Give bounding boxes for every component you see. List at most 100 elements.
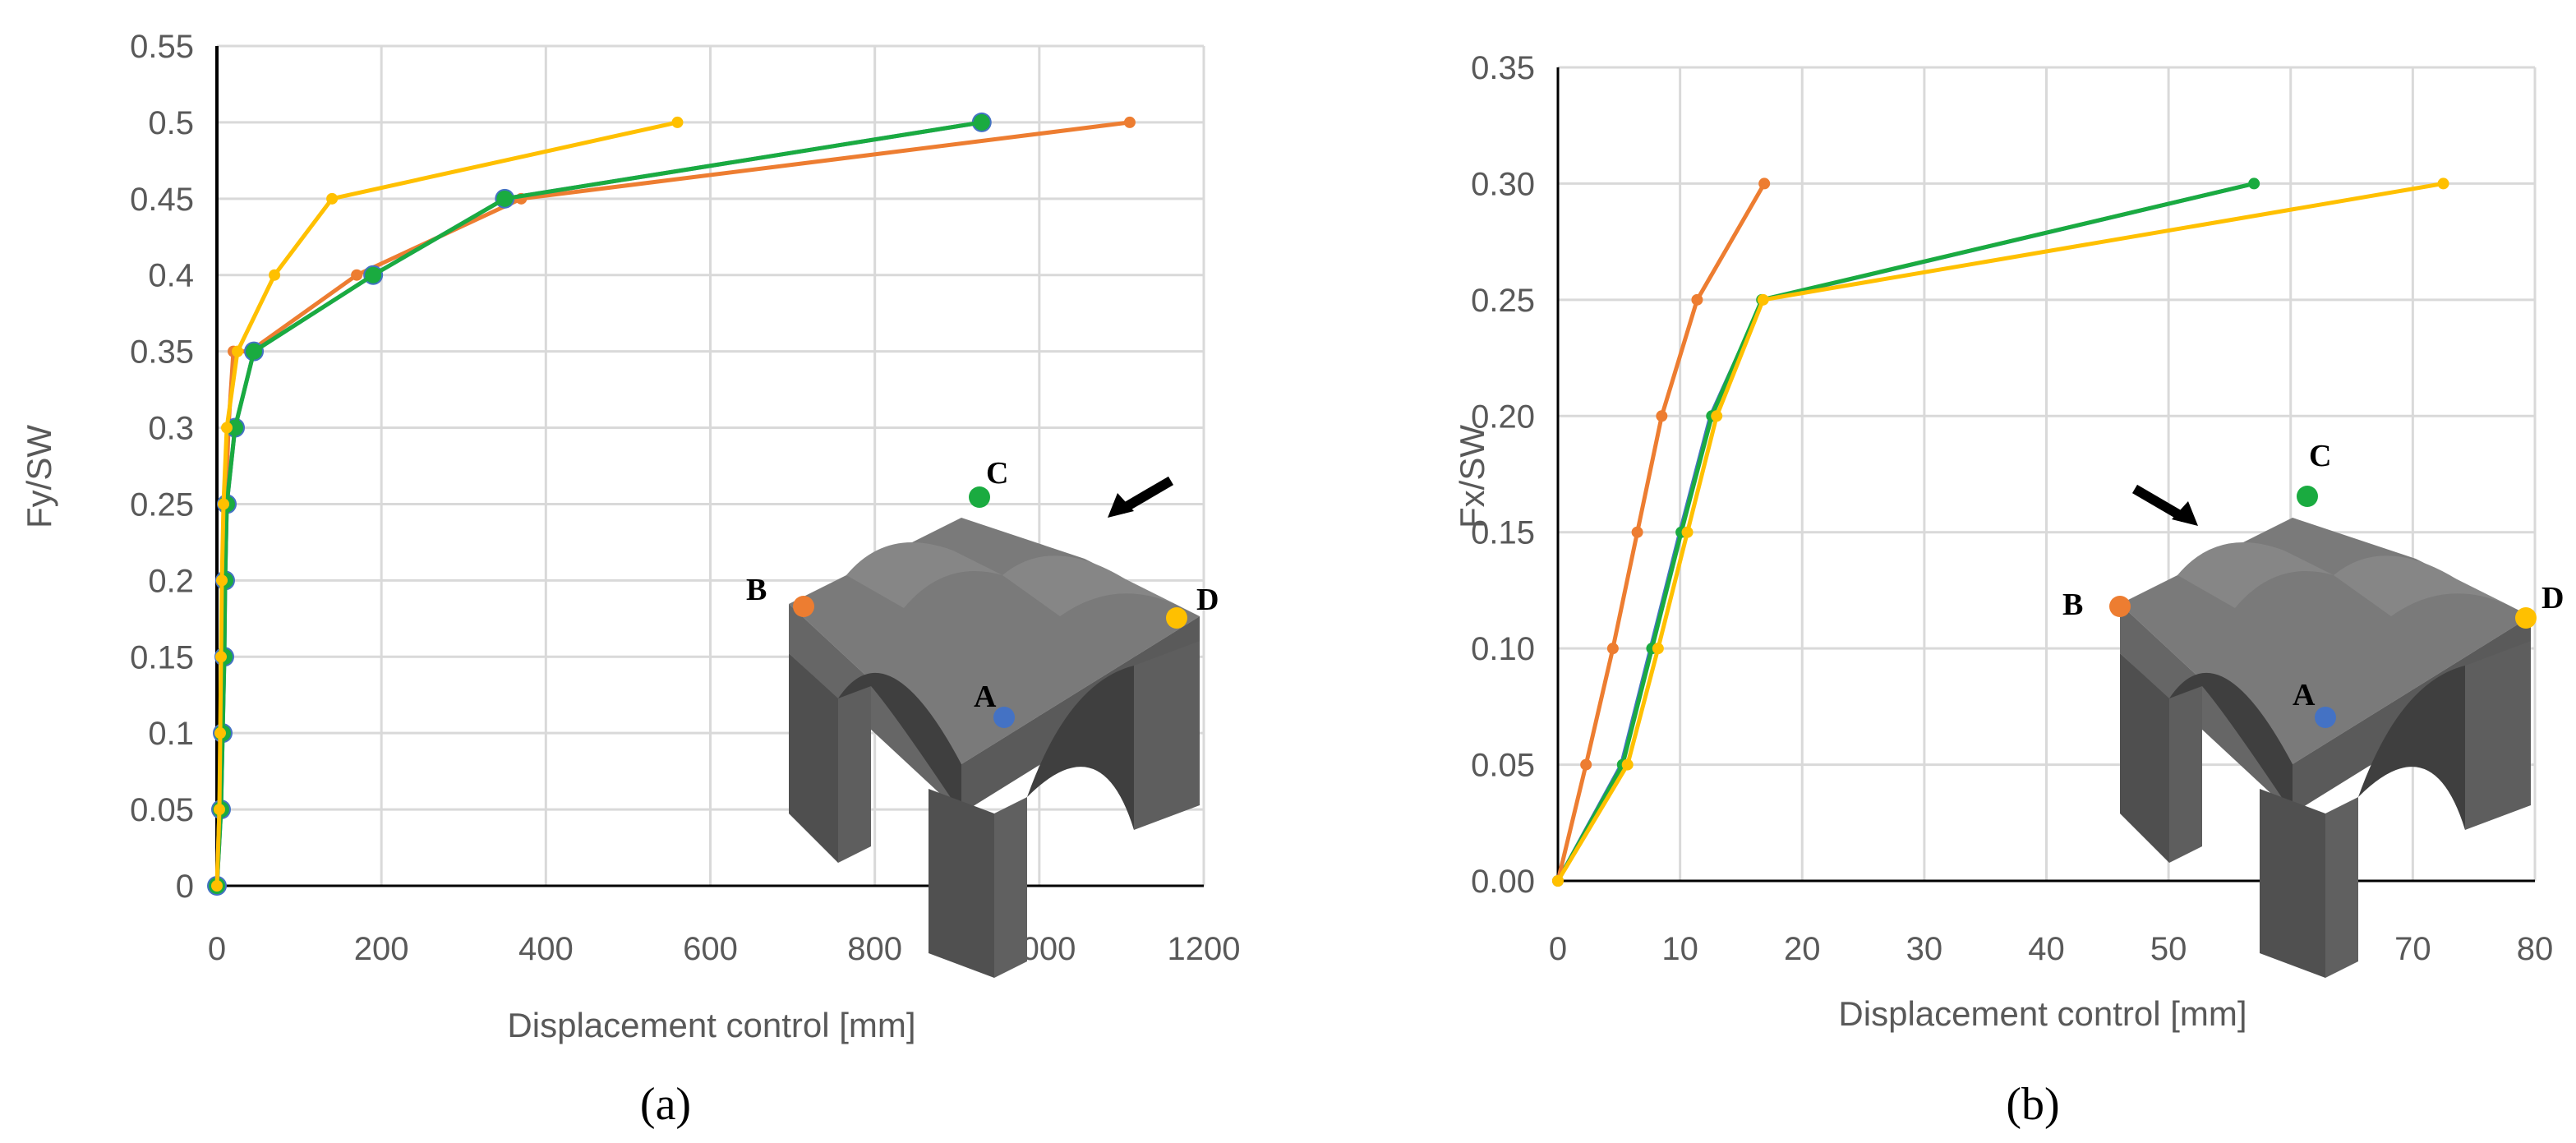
- data-point-d: [2437, 177, 2449, 190]
- data-series: [207, 112, 1136, 896]
- data-point-d: [671, 116, 684, 128]
- model-leg-front-side: [994, 797, 1027, 978]
- data-point-d: [1681, 526, 1694, 538]
- data-point-d: [1552, 875, 1564, 887]
- data-point-c: [227, 419, 244, 436]
- model-front-left: [789, 604, 961, 813]
- model-leg-right: [2465, 641, 2531, 830]
- data-point-b: [1123, 116, 1136, 128]
- y-tick-label: 0.15: [1471, 515, 1535, 551]
- data-point-c: [365, 266, 382, 283]
- y-tick-label: 0.05: [1471, 748, 1535, 784]
- model-leg-front: [2260, 789, 2325, 978]
- y-tick-label: 0.10: [1471, 631, 1535, 667]
- data-point-c: [246, 343, 263, 360]
- x-axis-title: Displacement control [mm]: [1838, 994, 2247, 1033]
- data-point-d: [326, 192, 339, 205]
- panel-label: (a): [640, 1079, 691, 1130]
- model-leg-left-side: [838, 686, 871, 863]
- point-marker-b: [2109, 596, 2131, 617]
- point-marker-a: [993, 707, 1015, 728]
- model-arch-left: [838, 672, 961, 813]
- x-tick-label: 30: [1906, 931, 1943, 967]
- data-point-d: [221, 422, 233, 434]
- x-tick-label: 0: [208, 931, 226, 967]
- data-point-c: [973, 113, 990, 131]
- y-tick-label: 0.35: [1471, 50, 1535, 86]
- structure-model: [2120, 518, 2531, 978]
- point-marker-a: [2315, 707, 2336, 728]
- point-label-c: C: [2309, 439, 2331, 473]
- model-arch-right: [1027, 666, 1134, 830]
- point-label-b: B: [746, 573, 767, 607]
- data-point-d: [215, 651, 228, 663]
- data-point-d: [1757, 293, 1769, 306]
- y-tick-label: 0.20: [1471, 399, 1535, 435]
- load-arrow-icon: [2131, 484, 2198, 526]
- model-front-left: [2120, 604, 2293, 813]
- point-label-a: A: [974, 680, 997, 714]
- point-marker-c: [2297, 486, 2318, 507]
- x-tick-labels: 0 200 400 600 800 1000 1200: [208, 931, 1241, 967]
- load-arrow-icon: [1108, 476, 1174, 518]
- structure-model-inset: A B C D: [746, 456, 1219, 978]
- structure-model-inset: A B C D: [2062, 439, 2564, 978]
- data-series: [1552, 177, 2449, 887]
- data-point-d: [269, 269, 281, 281]
- y-axis-title: Fx/SW: [1453, 425, 1491, 528]
- data-point-d: [1621, 758, 1634, 771]
- x-tick-label: 600: [683, 931, 738, 967]
- x-tick-label: 0: [1549, 931, 1567, 967]
- panel-label: (b): [2006, 1079, 2059, 1130]
- x-tick-label: 10: [1661, 931, 1698, 967]
- x-tick-label: 40: [2028, 931, 2065, 967]
- x-axis-title: Displacement control [mm]: [507, 1006, 915, 1044]
- chart-panel-a: 0 0.05 0.1 0.15 0.2 0.25 0.3 0.35 0.4 0.45 0.5 0.55…: [20, 29, 1240, 1130]
- model-leg-front-side: [2325, 797, 2358, 978]
- point-marker-d: [2515, 607, 2537, 629]
- data-point-b: [1758, 177, 1771, 190]
- point-label-c: C: [986, 456, 1008, 491]
- x-tick-labels: 01020304050607080: [1549, 931, 2553, 967]
- model-leg-left: [2120, 653, 2169, 863]
- y-tick-label: 0: [176, 869, 194, 905]
- model-leg-right: [1134, 641, 1200, 830]
- y-tick-label: 0.30: [1471, 166, 1535, 202]
- x-tick-label: 200: [354, 931, 409, 967]
- model-leg-front: [929, 789, 994, 978]
- data-point-d: [216, 574, 228, 587]
- x-tick-label: 800: [847, 931, 902, 967]
- y-tick-label: 0.25: [130, 486, 194, 523]
- data-point-b: [1606, 643, 1619, 655]
- x-tick-label: 20: [1784, 931, 1821, 967]
- model-leg-left: [789, 653, 838, 863]
- data-point-b: [351, 269, 363, 281]
- y-tick-label: 0.00: [1471, 864, 1535, 900]
- y-tick-label: 0.3: [148, 411, 194, 447]
- data-point-d: [214, 727, 227, 740]
- y-tick-label: 0.4: [148, 258, 194, 294]
- y-tick-label: 0.25: [1471, 283, 1535, 319]
- y-tick-label: 0.15: [130, 639, 194, 675]
- data-point-d: [214, 804, 226, 816]
- y-tick-labels: 0 0.05 0.1 0.15 0.2 0.25 0.3 0.35 0.4 0.45 0.5 0.55: [130, 29, 194, 905]
- model-vault-left: [2177, 542, 2334, 608]
- data-point-d: [1711, 410, 1723, 422]
- x-tick-label: 80: [2517, 931, 2554, 967]
- y-axis-title: Fy/SW: [20, 425, 58, 528]
- chart-panel-b: 0.00 0.05 0.10 0.15 0.20 0.25 0.30 0.35 0 10 20 30…: [1453, 50, 2564, 1130]
- x-tick-label: 400: [518, 931, 574, 967]
- model-arch-left: [2169, 672, 2293, 813]
- point-label-a: A: [2293, 678, 2316, 712]
- point-label-d: D: [1196, 583, 1219, 617]
- x-tick-label: 1200: [1168, 931, 1241, 967]
- y-tick-label: 0.5: [148, 105, 194, 141]
- structure-model: [789, 518, 1200, 978]
- model-vault-right: [1002, 555, 1183, 616]
- model-arch-right: [2358, 666, 2465, 830]
- data-point-b: [1631, 526, 1643, 538]
- y-tick-label: 0.45: [130, 182, 194, 218]
- x-tick-label: 70: [2394, 931, 2431, 967]
- point-label-b: B: [2062, 588, 2083, 622]
- model-vault-left: [846, 542, 1002, 608]
